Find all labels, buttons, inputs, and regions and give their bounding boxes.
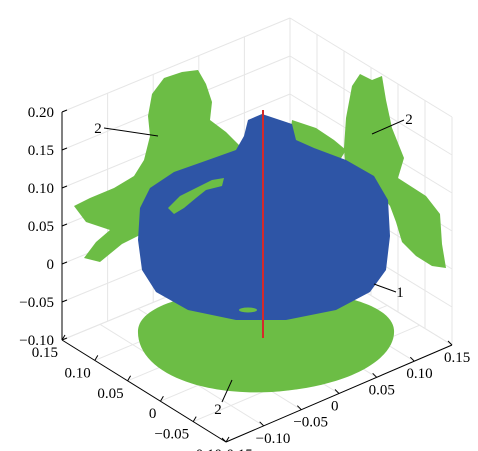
z-tick-mark xyxy=(61,261,68,265)
z-tick-mark xyxy=(61,337,68,341)
x-tick-label: −0.10 xyxy=(187,447,222,451)
y-tick-mark xyxy=(372,372,378,378)
y-tick-label: 0.05 xyxy=(369,382,395,398)
green-cloud-right-wing xyxy=(344,74,446,268)
z-tick-label: −0.05 xyxy=(19,295,54,311)
z-tick-mark xyxy=(61,223,68,227)
axes-layer xyxy=(61,109,453,443)
y-tick-mark xyxy=(221,437,227,443)
x-axis-line xyxy=(61,339,227,443)
x-tick-mark xyxy=(225,436,230,443)
y-tick-label: 0.10 xyxy=(406,366,432,382)
y-tick-label: −0.10 xyxy=(256,431,291,447)
callout-pointer-left-wing xyxy=(103,127,159,137)
callout-label-blue-body: 1 xyxy=(396,285,404,301)
callout-pointer-bottom-disc xyxy=(221,379,233,403)
y-tick-label: 0 xyxy=(331,399,339,415)
x-tick-label: 0 xyxy=(149,406,157,422)
green-fleck-bottom xyxy=(239,307,257,313)
z-tick-label: 0.05 xyxy=(28,219,54,235)
y-tick-mark xyxy=(409,356,415,362)
labels-layer: 0.200.150.100.050−0.05−0.100.150.100.050… xyxy=(19,105,470,451)
z-tick-label: 0.10 xyxy=(28,181,54,197)
green-cloud-left-wing xyxy=(74,70,244,262)
x-tick-mark xyxy=(61,334,66,341)
z-tick-label: −0.10 xyxy=(19,333,54,349)
callout-pointer-right-wing xyxy=(371,119,405,135)
z-tick-mark xyxy=(61,147,68,151)
x-tick-label: −0.05 xyxy=(154,427,189,443)
callout-label-left-wing: 2 xyxy=(94,121,102,137)
green-fleck-upper xyxy=(168,178,224,214)
y-tick-label: 0.15 xyxy=(444,350,470,366)
callout-layer: 2 2 1 2 xyxy=(94,112,413,418)
x-tick-label: 0.15 xyxy=(32,345,58,361)
y-tick-mark xyxy=(334,389,340,394)
z-tick-mark xyxy=(61,299,68,303)
y-tick-mark xyxy=(447,340,453,346)
green-cloud-bottom-disc xyxy=(137,290,395,393)
green-cloud-right-band xyxy=(290,120,346,160)
callout-label-right-wing: 2 xyxy=(405,112,413,128)
y-tick-label: −0.05 xyxy=(293,415,328,431)
z-tick-label: 0.15 xyxy=(28,143,54,159)
left-wall-grid-line-z xyxy=(61,17,291,113)
x-tick-mark xyxy=(192,416,197,422)
callout-pointer-blue-body xyxy=(373,283,397,293)
callout-label-bottom-disc: 2 xyxy=(214,402,222,418)
z-tick-mark xyxy=(61,185,68,189)
y-tick-mark xyxy=(296,405,302,411)
z-tick-label: 0.20 xyxy=(28,105,54,121)
x-tick-label: 0.05 xyxy=(97,386,123,402)
x-tick-mark xyxy=(127,375,132,382)
z-tick-label: 0 xyxy=(47,257,55,273)
y-tick-label: −0.15 xyxy=(218,447,253,451)
x-tick-mark xyxy=(94,355,99,361)
y-tick-mark xyxy=(259,421,265,427)
z-tick-mark xyxy=(61,109,68,113)
x-tick-mark xyxy=(159,395,164,402)
x-tick-label: 0.10 xyxy=(65,365,91,381)
